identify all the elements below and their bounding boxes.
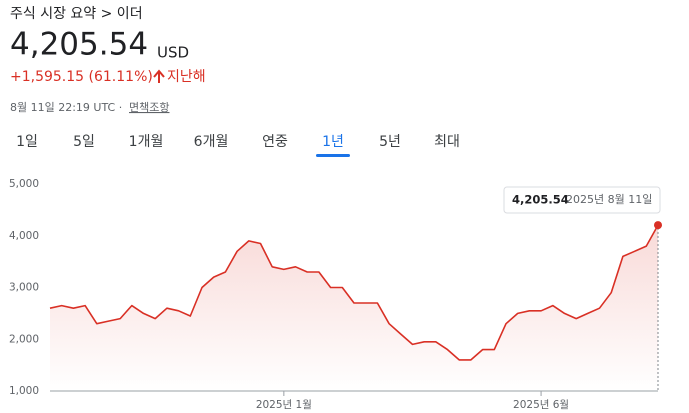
breadcrumb[interactable]: 주식 시장 요약 > 이더 <box>10 6 143 22</box>
range-tab[interactable]: 6개월 <box>194 134 229 150</box>
tooltip-date: 2025년 8월 11일 <box>566 192 652 206</box>
range-tab[interactable]: 1일 <box>16 134 38 150</box>
range-tab[interactable]: 5일 <box>73 134 95 150</box>
tooltip-box <box>503 186 661 214</box>
chart: 1,000 2,000 3,000 4,000 5,000 2025년 1월 2025년 6… <box>9 178 662 411</box>
range-tab[interactable]: 최대 <box>434 134 460 150</box>
area-fill <box>50 225 658 391</box>
range-tab[interactable]: 5년 <box>379 134 401 150</box>
up-arrow <box>153 69 165 83</box>
y-tick-label: 1,000 <box>9 385 39 397</box>
y-tick-label: 4,000 <box>9 230 39 242</box>
currency: USD <box>157 44 189 62</box>
end-point <box>654 221 662 230</box>
y-tick-label: 3,000 <box>9 282 39 294</box>
price-change: +1,595.15 (61.11%) <box>10 69 153 85</box>
price-line <box>49 224 659 361</box>
range-tab[interactable]: 연중 <box>262 134 288 150</box>
range-tab[interactable]: 1년 <box>322 134 344 150</box>
price: 4,205.54 <box>10 27 148 63</box>
range-tab[interactable]: 1개월 <box>129 134 164 150</box>
disclaimer-link[interactable]: 면책조항 <box>129 101 169 114</box>
y-tick-label: 2,000 <box>9 333 39 345</box>
tooltip-value: 4,205.54 <box>512 193 569 207</box>
period: 지난해 <box>167 69 206 85</box>
x-tick-label: 2025년 6월 <box>513 399 569 411</box>
x-tick-label: 2025년 1월 <box>256 399 312 411</box>
range-tabs: 1일 5일 1개월 6개월 연중 1년 5년 최대 <box>16 134 460 157</box>
timestamp: 8월 11일 22:19 UTC · <box>10 100 122 114</box>
y-tick-label: 5,000 <box>9 178 39 190</box>
tab-underline <box>316 154 350 157</box>
